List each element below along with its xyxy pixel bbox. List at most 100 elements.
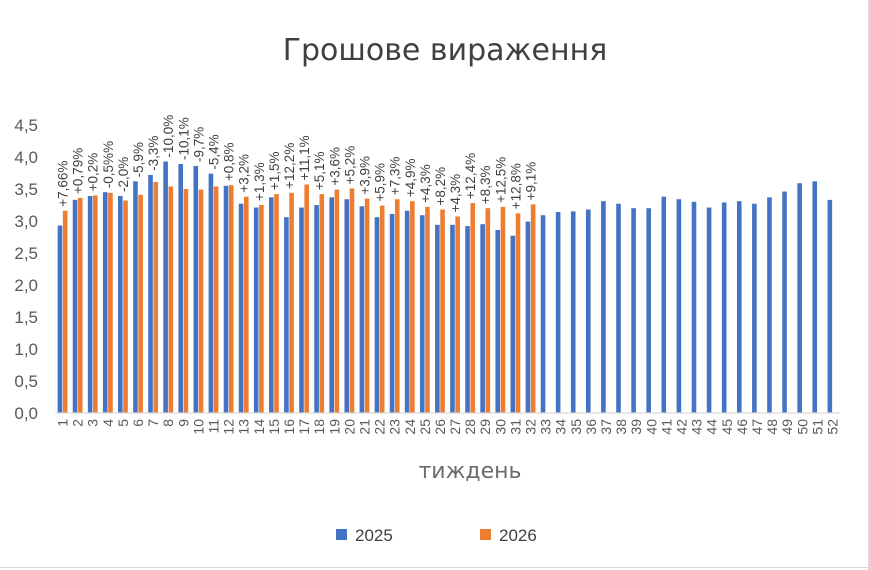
legend-swatch-2026 xyxy=(480,529,491,540)
x-tick-label: 10 xyxy=(190,419,206,435)
bar-2025-week-40 xyxy=(646,208,651,413)
bar-2025-week-44 xyxy=(706,207,712,413)
bar-2026-week-25 xyxy=(425,206,430,413)
bars xyxy=(57,161,833,413)
data-label: +1,3% xyxy=(252,162,267,201)
bar-2025-week-24 xyxy=(404,210,410,413)
x-tick-label: 26 xyxy=(432,419,448,435)
bar-2025-week-10 xyxy=(193,165,199,413)
x-tick-label: 19 xyxy=(326,419,342,435)
x-tick-label: 52 xyxy=(824,419,840,435)
frame-border-bottom xyxy=(0,567,870,568)
bar-2026-week-11 xyxy=(213,186,219,413)
bar-2025-week-3 xyxy=(87,196,93,413)
bar-2026-week-16 xyxy=(289,192,294,413)
bar-2025-week-47 xyxy=(752,203,757,413)
bar-2026-week-5 xyxy=(123,200,128,413)
y-tick-label: 0,5 xyxy=(14,372,38,391)
x-tick-label: 28 xyxy=(462,419,478,435)
bar-2025-week-14 xyxy=(253,207,259,413)
bar-2025-week-26 xyxy=(435,224,440,413)
bar-2026-week-4 xyxy=(108,192,113,413)
bar-2025-week-12 xyxy=(223,185,229,413)
bar-2026-week-21 xyxy=(364,198,370,413)
x-tick-label: 1 xyxy=(55,419,71,427)
bar-2026-week-9 xyxy=(183,189,189,413)
data-label: -9,7% xyxy=(191,127,206,162)
data-label: -5,9% xyxy=(131,142,146,177)
x-tick-label: 18 xyxy=(311,419,327,435)
bar-2026-week-29 xyxy=(485,208,491,413)
bar-2025-week-5 xyxy=(118,196,123,413)
x-tick-label: 6 xyxy=(130,419,146,427)
bar-2025-week-39 xyxy=(631,208,636,413)
data-label: +12,5% xyxy=(493,157,508,203)
bar-2025-week-27 xyxy=(450,224,455,413)
chart-title: Грошове вираження xyxy=(282,33,608,68)
x-tick-label: 45 xyxy=(719,419,735,435)
bar-2025-week-11 xyxy=(208,173,214,413)
bar-2026-week-6 xyxy=(138,194,143,413)
data-label: -3,3% xyxy=(146,136,161,171)
data-label: +9,1% xyxy=(524,162,539,201)
x-tick-label: 23 xyxy=(387,419,403,435)
x-tick-label: 33 xyxy=(538,419,554,435)
bar-2026-week-7 xyxy=(153,181,159,413)
bar-2025-week-34 xyxy=(555,212,561,413)
data-label: +4,9% xyxy=(403,159,418,198)
bar-2026-week-30 xyxy=(500,206,506,413)
bar-2025-week-52 xyxy=(827,199,833,413)
y-tick-label: 3,5 xyxy=(14,180,38,199)
x-tick-label: 17 xyxy=(296,419,312,435)
x-tick-label: 30 xyxy=(492,419,508,435)
bar-2025-week-20 xyxy=(344,199,350,413)
bar-2025-week-1 xyxy=(57,225,63,413)
bar-2025-week-17 xyxy=(299,207,304,413)
bar-2025-week-30 xyxy=(495,229,501,413)
x-axis-ticks: 1 2 3 4 5 6 7 8 9 10 11 12 13 14 15 16 17 18 19 20 21 22 23 24 2… xyxy=(55,419,841,435)
bar-2026-week-24 xyxy=(410,201,415,413)
bar-2025-week-8 xyxy=(163,161,168,413)
x-tick-label: 20 xyxy=(341,419,357,435)
x-tick-label: 24 xyxy=(402,419,418,435)
x-tick-label: 41 xyxy=(658,419,674,435)
x-tick-label: 9 xyxy=(175,419,191,427)
bar-2025-week-7 xyxy=(148,174,153,413)
y-tick-label: 2,5 xyxy=(14,244,38,263)
data-label: +0,8% xyxy=(222,143,237,182)
bar-2025-week-13 xyxy=(238,203,244,413)
data-label: +7,66% xyxy=(56,161,71,207)
data-label: +0,2% xyxy=(86,153,101,192)
bar-2025-week-32 xyxy=(525,221,531,413)
data-label: +7,3% xyxy=(388,157,403,196)
data-label: +3,2% xyxy=(237,154,252,193)
data-label: +5,1% xyxy=(312,151,327,190)
legend-label-2026: 2026 xyxy=(499,526,537,545)
bar-2025-week-33 xyxy=(540,215,546,413)
x-tick-label: 39 xyxy=(628,419,644,435)
bar-2025-week-45 xyxy=(721,202,727,413)
bar-2025-week-9 xyxy=(178,164,184,413)
data-labels: +7,66% +0,79% +0,2% -0,5%% -2,0% -5,9% -3,3% -1… xyxy=(56,115,539,213)
data-label: +8,3% xyxy=(478,166,493,205)
bar-2025-week-37 xyxy=(601,201,606,413)
legend-swatch-2025 xyxy=(336,529,347,540)
x-tick-label: 22 xyxy=(372,419,388,435)
data-label: +0,79% xyxy=(71,148,86,194)
x-tick-label: 11 xyxy=(206,419,222,434)
bar-2025-week-43 xyxy=(691,201,697,413)
data-label: +5,9% xyxy=(373,163,388,202)
data-label: +4,3% xyxy=(448,174,463,213)
x-tick-label: 40 xyxy=(643,419,659,435)
bar-2026-week-13 xyxy=(244,196,249,413)
bar-2025-week-29 xyxy=(480,224,485,413)
x-tick-label: 46 xyxy=(734,419,750,435)
bar-2025-week-41 xyxy=(661,196,667,413)
bar-2025-week-23 xyxy=(389,213,395,413)
x-tick-label: 38 xyxy=(613,419,629,435)
data-label: -10,0% xyxy=(161,115,176,158)
x-tick-label: 49 xyxy=(779,419,795,435)
bar-2025-week-15 xyxy=(268,197,274,413)
